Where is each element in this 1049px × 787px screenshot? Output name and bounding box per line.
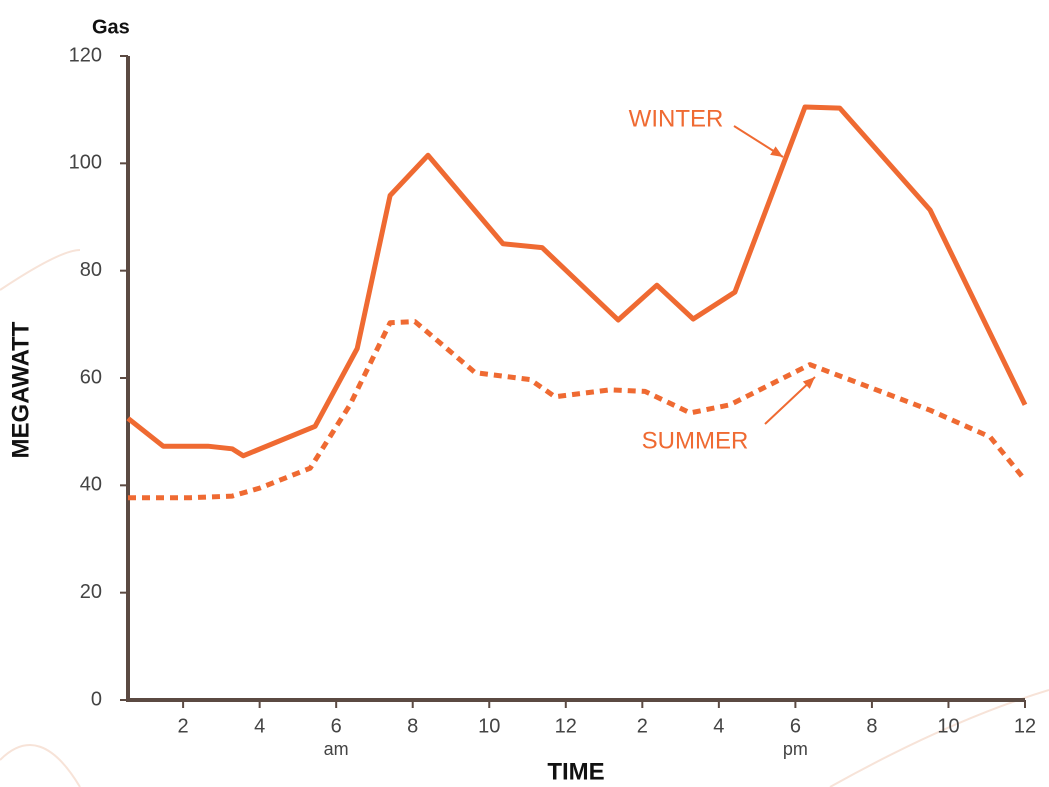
series-label: WINTER xyxy=(629,105,724,132)
period-label: am xyxy=(324,739,349,759)
y-axis-label: MEGAWATT xyxy=(7,321,34,458)
x-tick-label: 10 xyxy=(937,715,959,737)
arrow-head xyxy=(802,377,815,389)
background-decoration xyxy=(0,249,1049,787)
x-tick-label: 4 xyxy=(713,715,724,737)
x-tick-label: 8 xyxy=(407,715,418,737)
y-tick-label: 100 xyxy=(69,152,102,174)
y-tick-label: 40 xyxy=(80,474,102,496)
y-tick-label: 80 xyxy=(80,259,102,281)
x-tick-label: 12 xyxy=(1014,715,1036,737)
period-label: pm xyxy=(783,739,808,759)
series-label: SUMMER xyxy=(642,427,749,454)
x-tick-label: 6 xyxy=(331,715,342,737)
x-axis-label: TIME xyxy=(547,758,604,785)
x-tick-label: 2 xyxy=(178,715,189,737)
x-tick-label: 8 xyxy=(866,715,877,737)
chart-title: Gas xyxy=(92,16,130,38)
x-tick-label: 12 xyxy=(555,715,577,737)
series-line xyxy=(128,319,1027,501)
y-tick-label: 60 xyxy=(80,366,102,388)
series-line xyxy=(126,104,1028,459)
arrow-head xyxy=(770,146,783,157)
y-tick-label: 20 xyxy=(80,581,102,603)
y-tick-label: 0 xyxy=(91,688,102,710)
x-tick-label: 6 xyxy=(790,715,801,737)
y-tick-label: 120 xyxy=(69,44,102,66)
x-tick-label: 10 xyxy=(478,715,500,737)
x-tick-label: 4 xyxy=(254,715,265,737)
x-tick-label: 2 xyxy=(637,715,648,737)
